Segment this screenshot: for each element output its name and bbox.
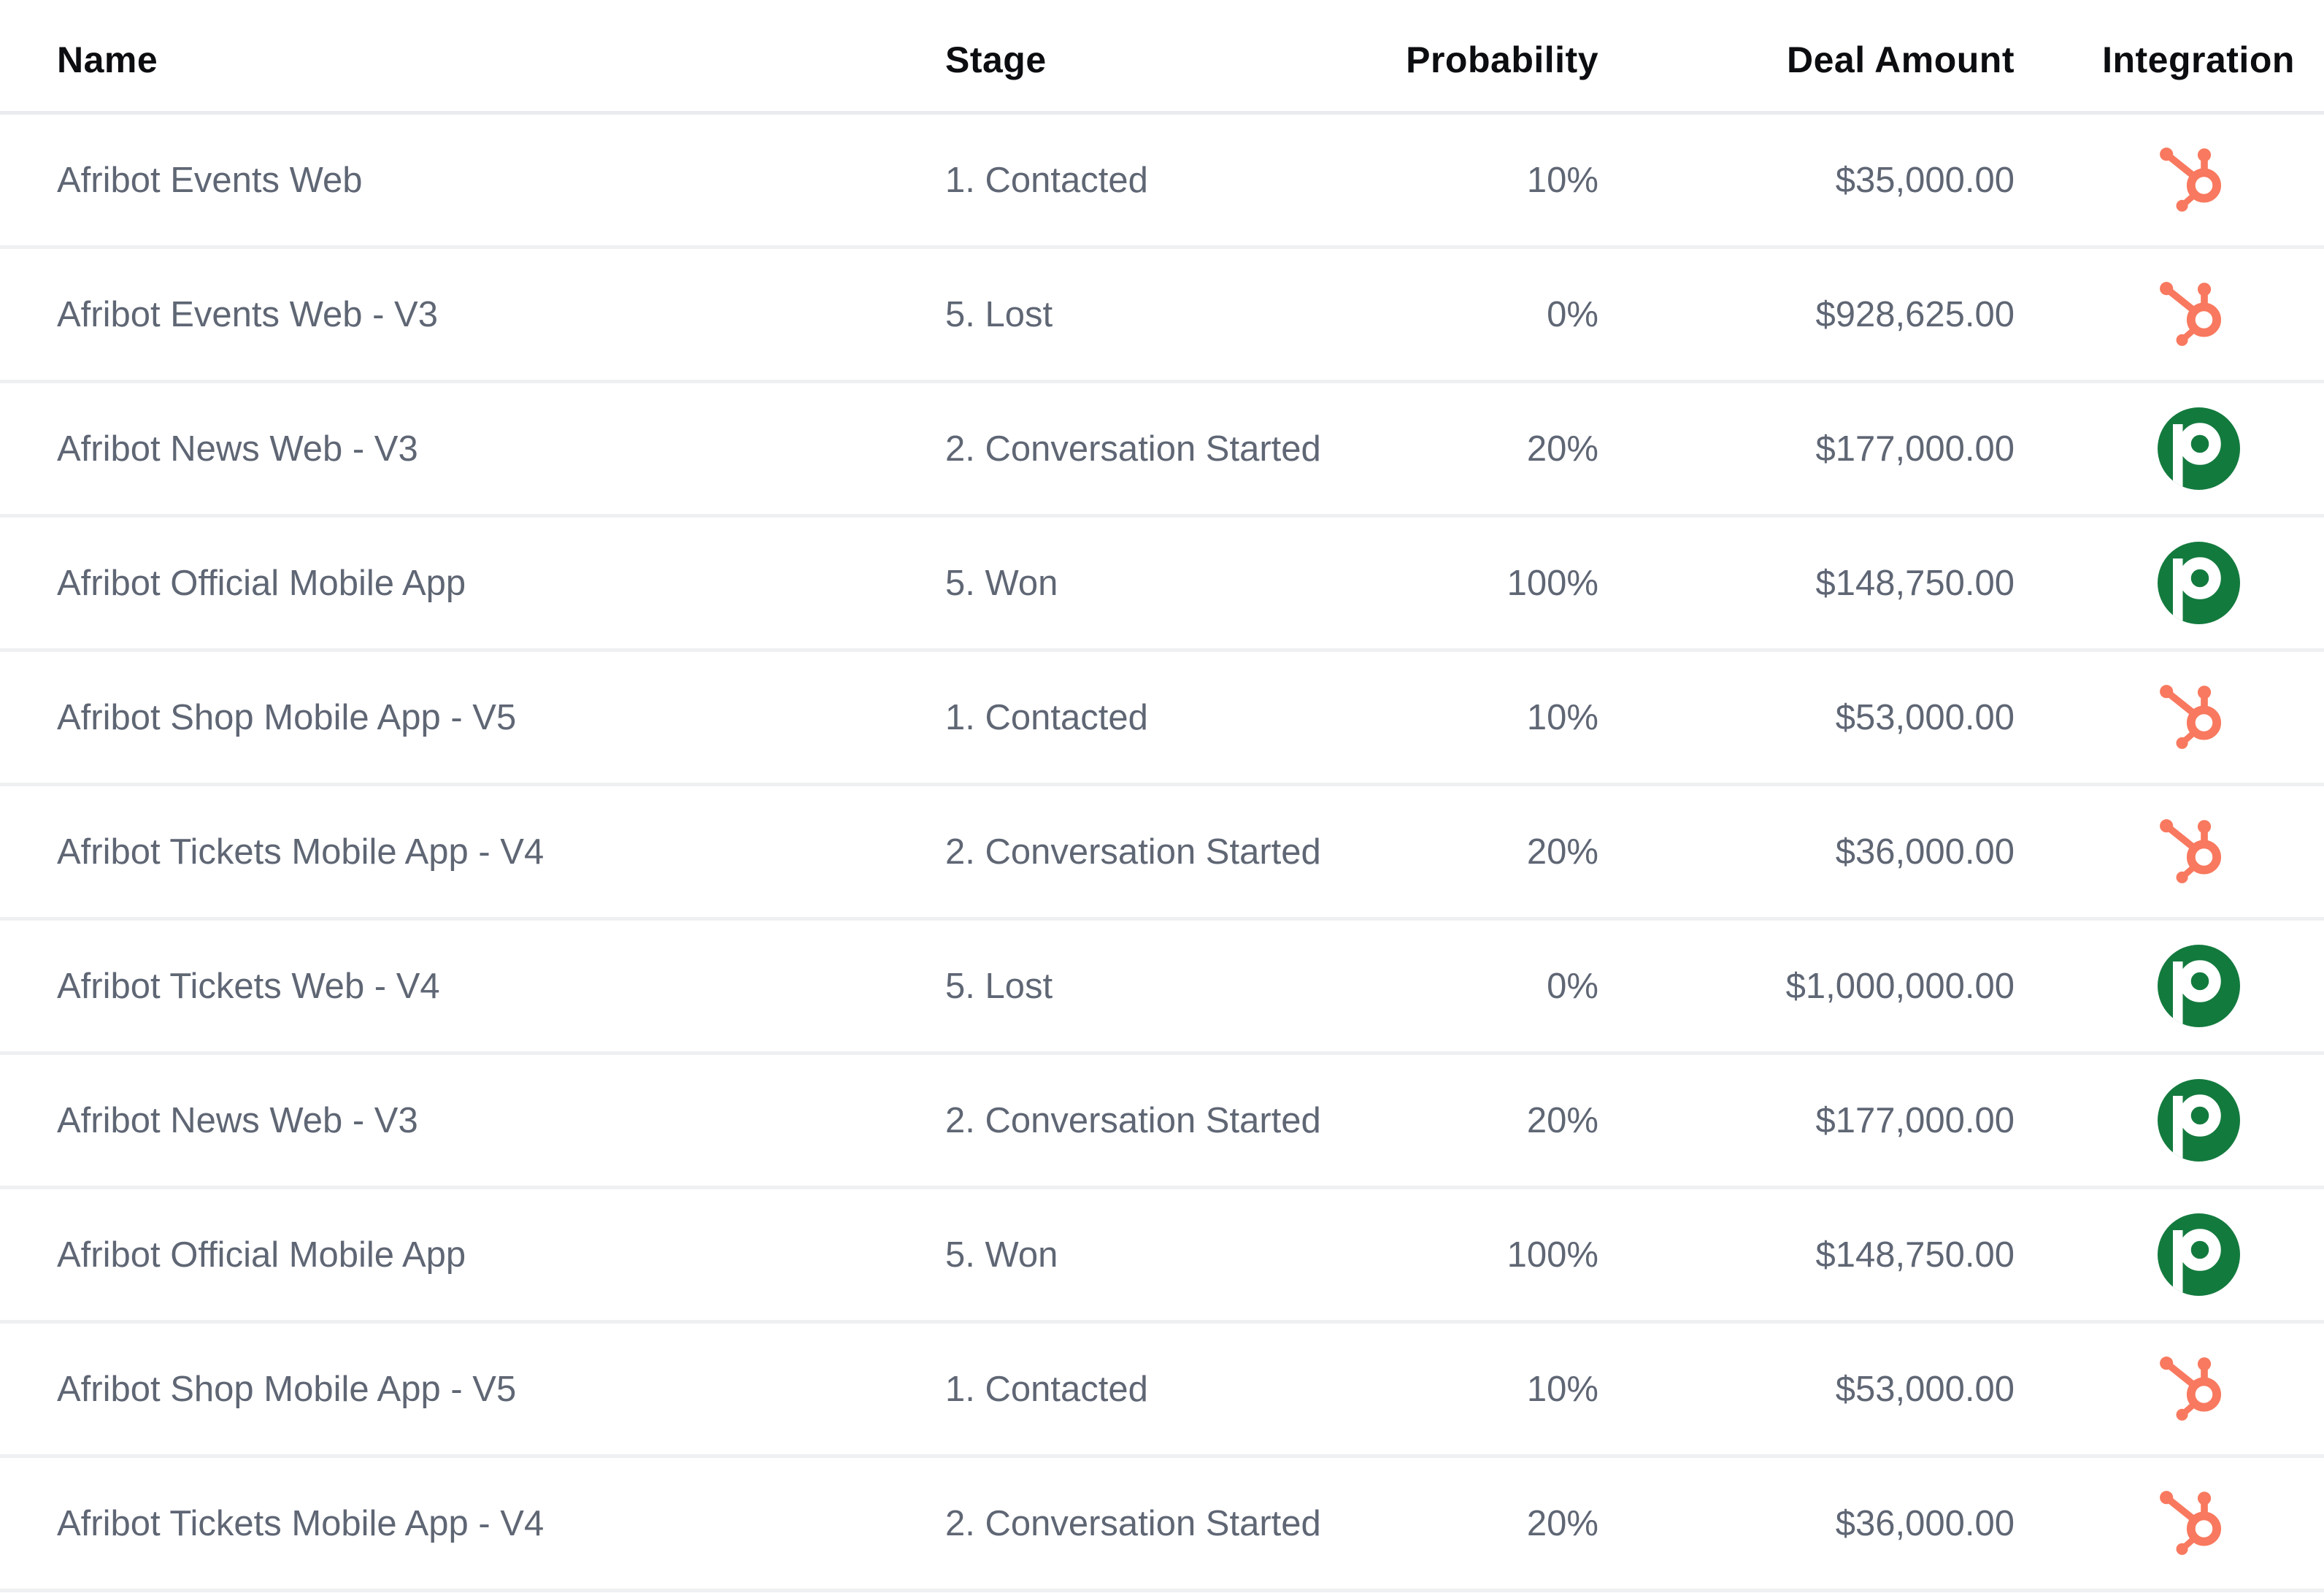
table-row[interactable]: Afribot Shop Mobile App - V5 1. Contacte… (0, 652, 2324, 786)
deal-probability: 10% (1526, 697, 1598, 737)
table-row[interactable]: Afribot Tickets Mobile App - V4 2. Conve… (0, 1458, 2324, 1592)
deal-name: Afribot Shop Mobile App - V5 (57, 1369, 517, 1409)
deal-probability: 100% (1507, 563, 1598, 603)
deal-name: Afribot Official Mobile App (57, 563, 466, 603)
deal-integration (2073, 801, 2324, 902)
table-row[interactable]: Afribot Shop Mobile App - V5 1. Contacte… (0, 1324, 2324, 1458)
deal-stage: 2. Conversation Started (945, 1100, 1321, 1140)
deal-name: Afribot Events Web - V3 (57, 294, 438, 334)
pipedrive-icon (2157, 1079, 2240, 1162)
table-body: Afribot Events Web 1. Contacted 10% $35,… (0, 115, 2324, 1592)
deal-probability: 10% (1526, 160, 1598, 200)
hubspot-icon (2160, 282, 2222, 346)
deal-integration (2073, 264, 2324, 365)
column-header-stage: Stage (945, 39, 1047, 80)
deal-amount: $148,750.00 (1815, 563, 2015, 603)
deal-stage: 5. Won (945, 1235, 1058, 1275)
deal-name: Afribot Events Web (57, 160, 363, 200)
deal-integration (2073, 1473, 2324, 1574)
deal-amount: $928,625.00 (1815, 294, 2015, 334)
deal-name: Afribot Tickets Mobile App - V4 (57, 832, 545, 872)
deal-name: Afribot News Web - V3 (57, 429, 418, 469)
pipedrive-icon (2157, 945, 2240, 1027)
pipedrive-icon (2157, 542, 2240, 624)
deal-stage: 5. Lost (945, 966, 1053, 1006)
deal-stage: 2. Conversation Started (945, 832, 1321, 872)
deal-name: Afribot Tickets Web - V4 (57, 966, 440, 1006)
pipedrive-icon (2157, 407, 2240, 490)
column-header-integration: Integration (2102, 39, 2295, 80)
column-header-probability: Probability (1406, 39, 1598, 80)
table-row[interactable]: Afribot Tickets Mobile App - V4 2. Conve… (0, 786, 2324, 921)
deal-amount: $53,000.00 (1835, 697, 2015, 737)
deal-name: Afribot News Web - V3 (57, 1100, 418, 1140)
deal-amount: $1,000,000.00 (1785, 966, 2015, 1006)
hubspot-icon (2160, 1356, 2222, 1421)
table-row[interactable]: Afribot Official Mobile App 5. Won 100% … (0, 518, 2324, 652)
hubspot-icon (2160, 685, 2222, 749)
hubspot-icon (2160, 1491, 2222, 1555)
deal-amount: $177,000.00 (1815, 1100, 2015, 1140)
column-header-deal-amount: Deal Amount (1787, 39, 2015, 80)
deal-integration (2073, 1338, 2324, 1440)
deal-integration (2073, 542, 2324, 624)
deal-stage: 1. Contacted (945, 697, 1148, 737)
deal-integration (2073, 945, 2324, 1027)
table-row[interactable]: Afribot Events Web 1. Contacted 10% $35,… (0, 115, 2324, 249)
deal-probability: 20% (1526, 1503, 1598, 1543)
table-header-row: Name Stage Probability Deal Amount Integ… (0, 0, 2324, 115)
deal-integration (2073, 1079, 2324, 1162)
table-row[interactable]: Afribot Official Mobile App 5. Won 100% … (0, 1189, 2324, 1324)
deal-stage: 5. Won (945, 563, 1058, 603)
table-row[interactable]: Afribot Events Web - V3 5. Lost 0% $928,… (0, 249, 2324, 383)
deal-amount: $36,000.00 (1835, 1503, 2015, 1543)
deal-stage: 5. Lost (945, 294, 1053, 334)
deal-stage: 2. Conversation Started (945, 429, 1321, 469)
deal-probability: 100% (1507, 1235, 1598, 1275)
deal-integration (2073, 1213, 2324, 1296)
deal-amount: $53,000.00 (1835, 1369, 2015, 1409)
deal-stage: 1. Contacted (945, 1369, 1148, 1409)
deal-name: Afribot Official Mobile App (57, 1235, 466, 1275)
deal-amount: $177,000.00 (1815, 429, 2015, 469)
hubspot-icon (2160, 147, 2222, 212)
deal-stage: 2. Conversation Started (945, 1503, 1321, 1543)
deal-probability: 10% (1526, 1369, 1598, 1409)
deal-probability: 0% (1547, 966, 1598, 1006)
deal-stage: 1. Contacted (945, 160, 1148, 200)
deal-amount: $148,750.00 (1815, 1235, 2015, 1275)
pipedrive-icon (2157, 1213, 2240, 1296)
deal-probability: 20% (1526, 429, 1598, 469)
table-row[interactable]: Afribot Tickets Web - V4 5. Lost 0% $1,0… (0, 921, 2324, 1055)
column-header-name: Name (57, 39, 158, 80)
deal-probability: 20% (1526, 832, 1598, 872)
deal-integration (2073, 667, 2324, 768)
hubspot-icon (2160, 819, 2222, 883)
deal-amount: $35,000.00 (1835, 160, 2015, 200)
table-row[interactable]: Afribot News Web - V3 2. Conversation St… (0, 383, 2324, 518)
deal-probability: 0% (1547, 294, 1598, 334)
deal-integration (2073, 407, 2324, 490)
deal-name: Afribot Shop Mobile App - V5 (57, 697, 517, 737)
deal-amount: $36,000.00 (1835, 832, 2015, 872)
deal-name: Afribot Tickets Mobile App - V4 (57, 1503, 545, 1543)
deal-probability: 20% (1526, 1100, 1598, 1140)
deal-integration (2073, 129, 2324, 231)
table-row[interactable]: Afribot News Web - V3 2. Conversation St… (0, 1055, 2324, 1189)
